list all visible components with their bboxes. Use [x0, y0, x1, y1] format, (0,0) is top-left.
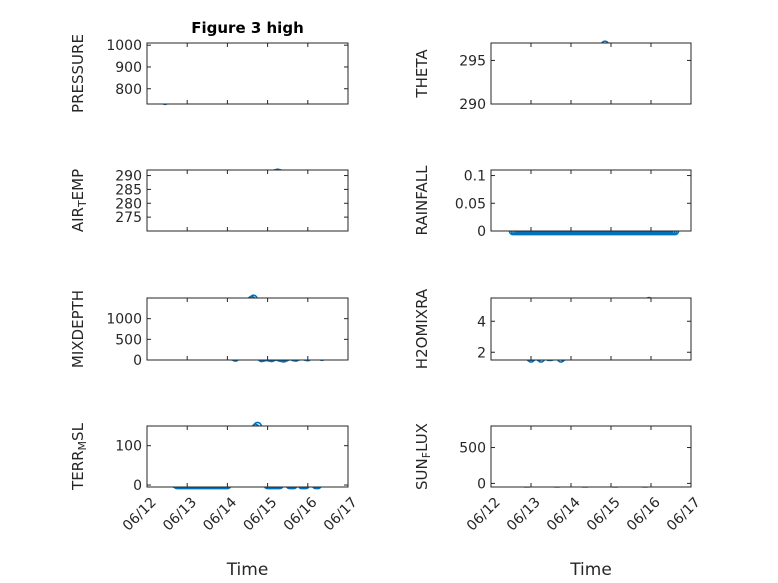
- y-tick-label: 290: [115, 169, 142, 185]
- y-tick-label: 0.1: [464, 169, 486, 185]
- y-axis-label: H2OMIXRA: [413, 288, 431, 369]
- y-tick-label: 0: [477, 224, 486, 240]
- y-axis-label: SUNFLUX: [413, 423, 433, 490]
- y-axis-label: RAINFALL: [413, 165, 431, 236]
- axis-frame: [490, 42, 692, 105]
- y-tick-label: 275: [115, 210, 142, 226]
- y-tick-label: 0: [133, 478, 142, 494]
- axis-frame: [490, 169, 692, 232]
- y-tick-label: 285: [115, 182, 142, 198]
- y-tick-label: 280: [115, 196, 142, 212]
- y-tick-label: 500: [459, 441, 486, 457]
- y-tick-label: 2: [477, 345, 486, 361]
- y-tick-label: 290: [459, 97, 486, 113]
- subplot-rainfall: 0 0.05 0.1 RAINFALL: [413, 165, 692, 240]
- y-tick-label: 900: [115, 60, 142, 76]
- subplot-h2omixra: 2 4 H2OMIXRA: [413, 288, 692, 369]
- y-axis-label: AIRTEMP: [69, 169, 89, 232]
- y-tick-label: 0.05: [455, 196, 486, 212]
- y-tick-label: 500: [115, 332, 142, 348]
- axis-frame: [146, 42, 349, 105]
- y-axis-label: PRESSURE: [69, 34, 87, 113]
- subplot-pressure: 800 900 1000 PRESSURE Figure 3 high: [69, 19, 349, 113]
- subplot-theta: 290 295 THETA: [413, 40, 692, 113]
- axis-frame: [146, 425, 349, 488]
- y-tick-label: 0: [477, 476, 486, 492]
- y-tick-label: 800: [115, 82, 142, 98]
- y-tick-label: 1000: [106, 312, 142, 328]
- y-tick-label: 0: [133, 353, 142, 369]
- y-tick-label: 1000: [106, 38, 142, 54]
- axis-frame: [146, 169, 349, 232]
- y-axis-label: MIXDEPTH: [69, 290, 87, 368]
- axis-frame: [490, 297, 692, 361]
- y-tick-label: 4: [477, 314, 486, 330]
- subplot-mixdepth: 0 500 1000 MIXDEPTH: [69, 290, 349, 369]
- y-tick-label: 100: [115, 439, 142, 455]
- y-tick-label: 295: [459, 53, 486, 69]
- x-axis-label: Time: [569, 560, 612, 580]
- axis-frame: [490, 425, 692, 488]
- y-axis-label: THETA: [413, 49, 431, 99]
- chart-title: Figure 3 high: [191, 19, 304, 37]
- x-axis-label: Time: [226, 560, 269, 580]
- y-axis-label: TERRMSL: [69, 422, 89, 491]
- axis-frame: [146, 297, 349, 361]
